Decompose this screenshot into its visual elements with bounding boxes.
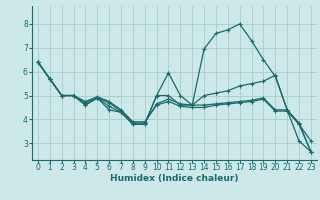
X-axis label: Humidex (Indice chaleur): Humidex (Indice chaleur) [110, 174, 239, 183]
